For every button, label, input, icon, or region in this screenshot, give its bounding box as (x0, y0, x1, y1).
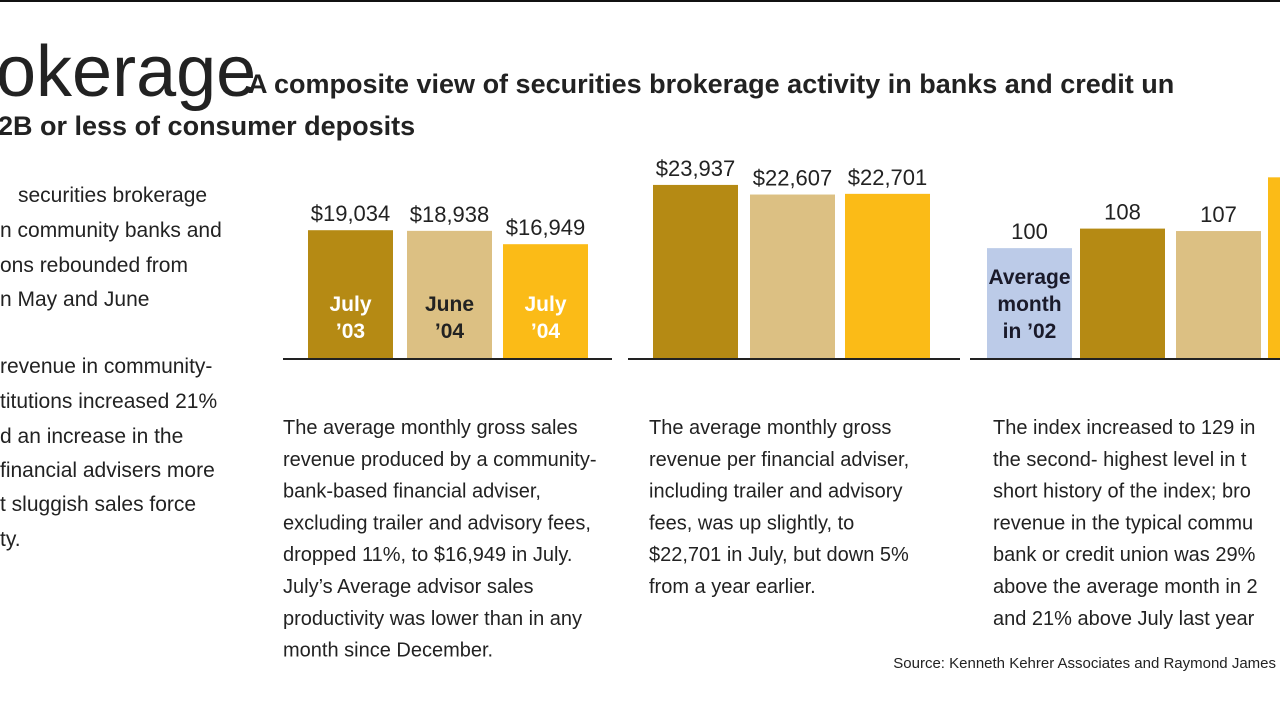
subtitle: 2B or less of consumer deposits (0, 111, 415, 141)
bar (1176, 231, 1261, 358)
caption-line: month since December. (283, 640, 493, 662)
intro-line: n May and June (0, 288, 149, 311)
bar (987, 248, 1072, 358)
top-rule (0, 0, 1280, 2)
bar (1080, 228, 1165, 358)
bar (503, 244, 588, 358)
value-label: 108 (1104, 200, 1141, 225)
category-label: in ’02 (1003, 320, 1057, 343)
value-label: 107 (1200, 202, 1237, 227)
caption-line: revenue in the typical commu (993, 512, 1253, 534)
caption-line: short history of the index; bro (993, 481, 1251, 503)
value-label: $19,034 (311, 201, 391, 226)
intro-line: t sluggish sales force (0, 493, 196, 516)
bar (407, 230, 492, 358)
value-label: $16,949 (506, 215, 586, 240)
intro-line: d an increase in the (0, 425, 183, 448)
caption-line: and 21% above July last year (993, 608, 1255, 630)
value-label: 100 (1011, 219, 1048, 244)
caption-line: July’s Average advisor sales (283, 576, 534, 598)
bar (1268, 177, 1280, 358)
intro-line: ty. (0, 528, 21, 551)
bar (308, 230, 393, 358)
caption-line: The index increased to 129 in (993, 417, 1255, 439)
intro-line: securities brokerage (18, 184, 207, 207)
category-label: month (997, 293, 1061, 316)
caption-line: The average monthly gross sales (283, 417, 578, 439)
caption-line: $22,701 in July, but down 5% (649, 544, 909, 566)
category-label: Average (988, 266, 1070, 289)
caption-line: dropped 11%, to $16,949 in July. (283, 544, 572, 566)
caption-line: bank or credit union was 29% (993, 544, 1256, 566)
caption-line: fees, was up slightly, to (649, 512, 854, 534)
caption-line: above the average month in 2 (993, 576, 1258, 598)
value-label: $18,938 (410, 202, 490, 227)
source: Source: Kenneth Kehrer Associates and Ra… (893, 655, 1276, 672)
value-label: $22,701 (848, 165, 928, 190)
intro-line: revenue in community- (0, 355, 212, 378)
intro-line: titutions increased 21% (0, 390, 217, 413)
value-label: $22,607 (753, 166, 833, 191)
category-label: ’04 (435, 320, 465, 343)
category-label: ’03 (336, 320, 365, 343)
bar (845, 193, 930, 358)
caption-line: from a year earlier. (649, 576, 816, 598)
intro-line: ons rebounded from (0, 254, 188, 277)
caption-line: revenue produced by a community- (283, 449, 597, 471)
caption-line: bank-based financial adviser, (283, 481, 541, 503)
caption-line: the second- highest level in t (993, 449, 1247, 471)
title: okerage (0, 32, 256, 112)
intro-line: financial advisers more (0, 459, 215, 482)
category-label: July (329, 293, 371, 316)
caption-line: excluding trailer and advisory fees, (283, 512, 591, 534)
subtitle: A composite view of securities brokerage… (248, 69, 1174, 99)
bar (750, 194, 835, 358)
value-label: $23,937 (656, 156, 736, 181)
caption-line: productivity was lower than in any (283, 608, 582, 630)
category-label: July (524, 293, 566, 316)
category-label: ’04 (531, 320, 561, 343)
caption-line: including trailer and advisory (649, 481, 902, 503)
category-label: June (425, 293, 474, 316)
intro-line: n community banks and (0, 219, 222, 242)
caption-line: The average monthly gross (649, 417, 891, 439)
caption-line: revenue per financial adviser, (649, 449, 909, 471)
bar (653, 184, 738, 358)
